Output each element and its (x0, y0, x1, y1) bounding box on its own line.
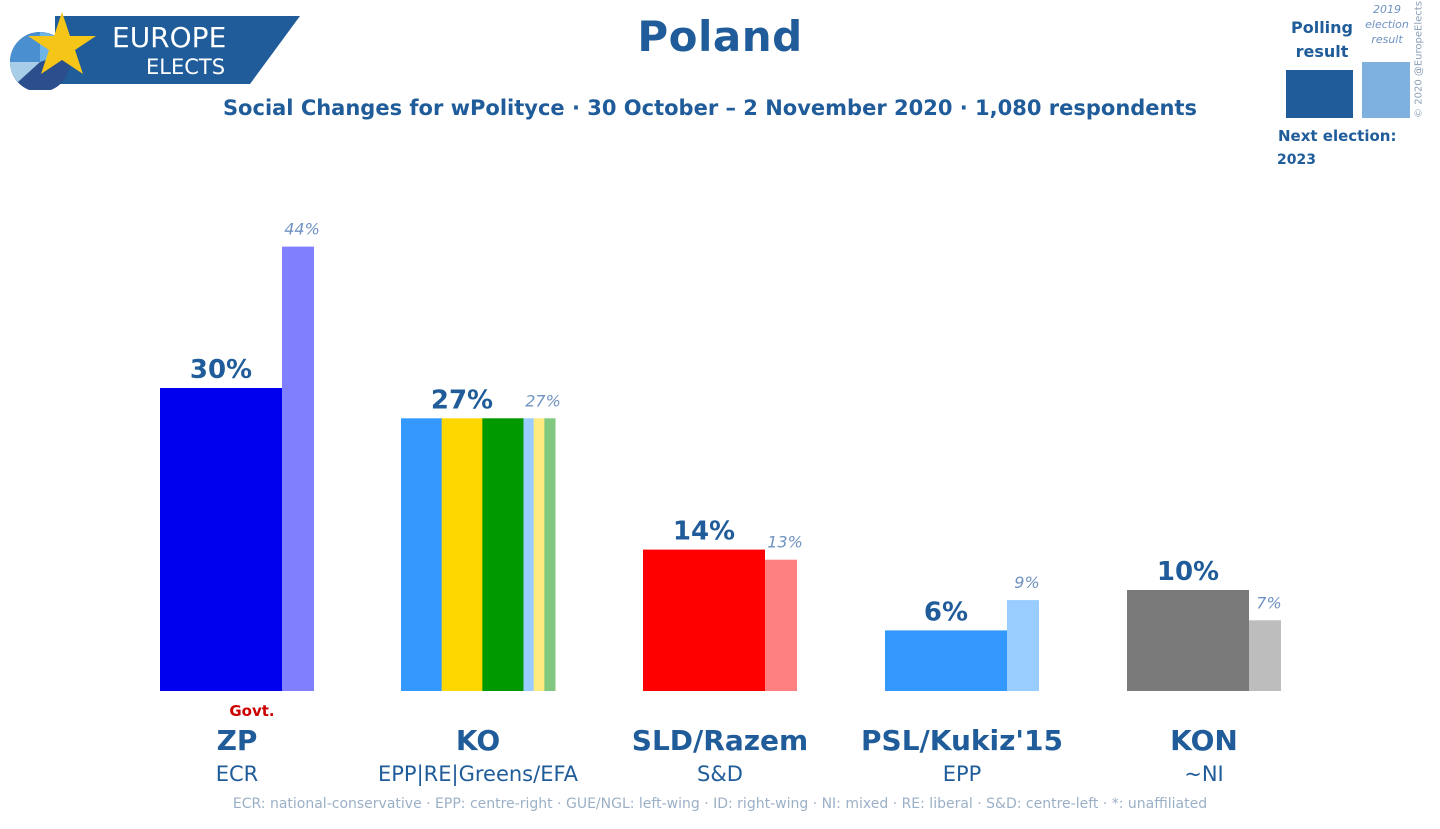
prev-label-kon: 7% (1256, 593, 1281, 612)
bar-prev-zp (282, 246, 314, 691)
category-label-sld-razem: SLD/Razem (632, 724, 808, 757)
poll-label-psl-kukiz-15: 6% (924, 597, 968, 627)
bar-prev-ko-2 (544, 418, 556, 691)
next-election-year: 2023 (1277, 152, 1316, 168)
annotation-govt: Govt. (229, 702, 274, 720)
bar-prev-ko-0 (523, 418, 535, 691)
prev-label-psl-kukiz-15: 9% (1014, 573, 1039, 592)
group-label-ko: EPP|RE|Greens/EFA (378, 762, 579, 787)
category-label-zp: ZP (217, 724, 258, 757)
category-label-psl-kukiz-15: PSL/Kukiz'15 (861, 724, 1063, 757)
star-icon (28, 12, 96, 74)
group-label-psl-kukiz-15: EPP (943, 762, 982, 786)
logo-text-europe: EUROPE (112, 21, 226, 54)
next-election-label: Next election: (1278, 127, 1397, 145)
bar-prev-psl-kukiz-15 (1007, 600, 1039, 691)
legend-prev-swatch (1362, 62, 1410, 118)
legend-prev-line2: election (1365, 18, 1409, 31)
bar-poll-zp (160, 388, 282, 691)
group-label-kon: ~NI (1184, 762, 1224, 786)
group-label-sld-razem: S&D (697, 762, 743, 786)
bar-poll-kon (1127, 590, 1249, 691)
legend-prev-line3: result (1371, 33, 1403, 46)
bar-prev-kon (1249, 620, 1281, 691)
legend-polling-swatch (1286, 70, 1353, 118)
category-label-ko: KO (456, 724, 500, 757)
poll-label-sld-razem: 14% (673, 517, 735, 547)
category-label-kon: KON (1170, 724, 1238, 757)
group-glossary: ECR: national-conservative · EPP: centre… (232, 796, 1208, 812)
poll-label-ko: 27% (431, 385, 493, 415)
bar-poll-psl-kukiz-15 (885, 630, 1007, 691)
bar-poll-ko-1 (441, 418, 483, 691)
bar-poll-sld-razem (643, 549, 765, 691)
chart-subtitle: Social Changes for wPolityce · 30 Octobe… (222, 96, 1198, 120)
bar-poll-ko-0 (401, 418, 443, 691)
legend-prev-year: 2019 (1373, 3, 1401, 16)
legend-polling-label: Polling result (1290, 18, 1353, 61)
poll-label-kon: 10% (1157, 557, 1219, 587)
logo-text-elects: ELECTS (146, 55, 225, 79)
poll-label-zp: 30% (190, 355, 252, 385)
bar-poll-ko-2 (482, 418, 524, 691)
prev-label-sld-razem: 13% (767, 533, 803, 552)
prev-label-ko: 27% (525, 391, 561, 410)
bar-prev-sld-razem (765, 559, 797, 691)
logo-banner (55, 16, 300, 84)
legend (1286, 62, 1410, 118)
chart-title: Poland (637, 12, 803, 61)
prev-label-zp: 44% (284, 220, 320, 239)
bar-prev-ko-1 (533, 418, 545, 691)
legend-prev-label: 2019 election result (1360, 2, 1414, 47)
europe-elects-logo: EUROPE ELECTS (10, 12, 300, 90)
group-label-zp: ECR (216, 762, 259, 786)
